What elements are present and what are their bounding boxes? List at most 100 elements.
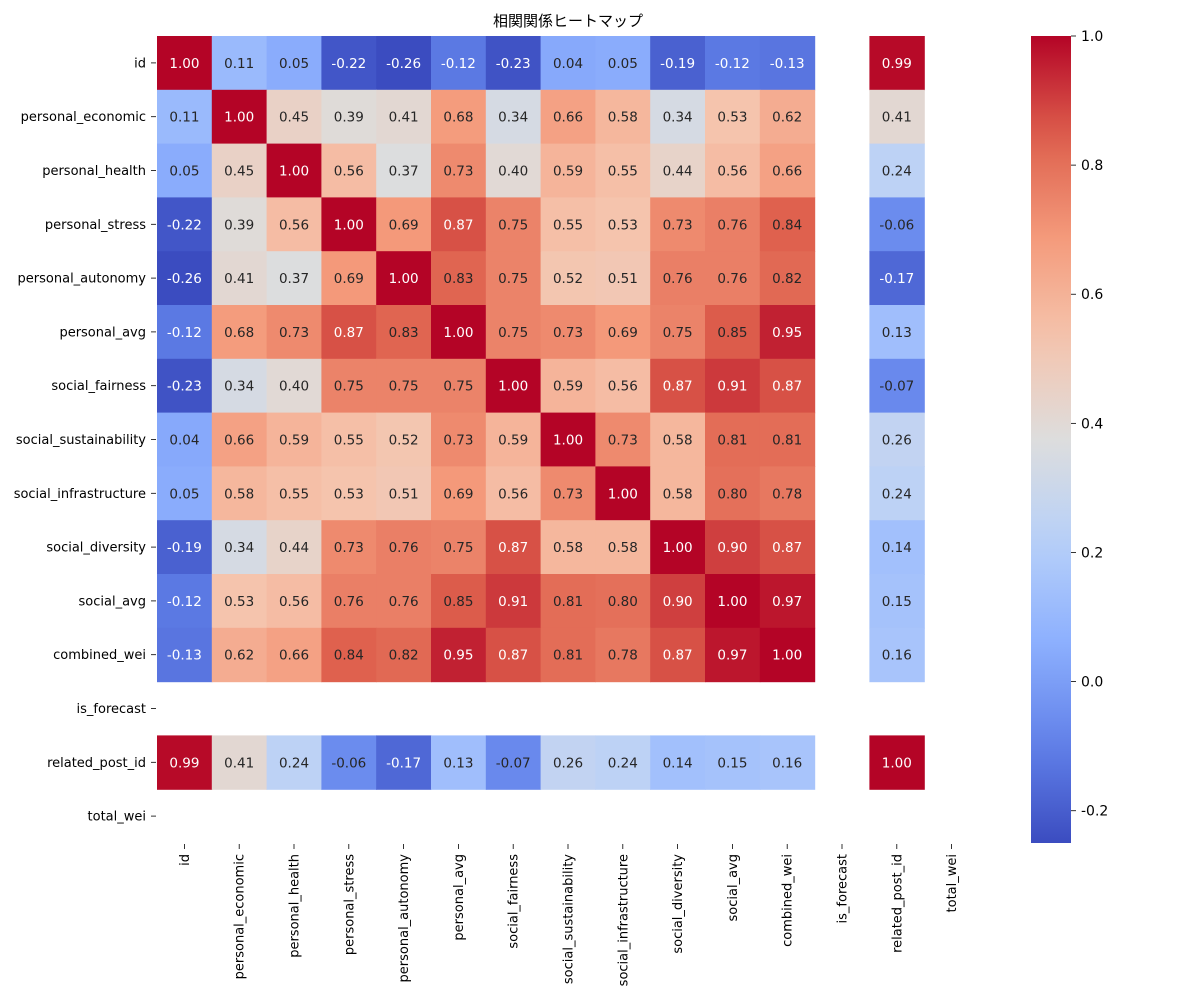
cell-value-label: 0.05: [169, 486, 199, 502]
row-label: combined_wei: [53, 648, 146, 663]
cell-value-label: 0.51: [389, 486, 419, 502]
heatmap-cell: [595, 466, 651, 521]
cell-value-label: 0.14: [882, 540, 912, 556]
column-label: combined_wei: [781, 854, 796, 947]
cell-value-label: 0.44: [663, 164, 693, 180]
heatmap-cell: [540, 358, 596, 414]
cell-value-label: 0.13: [882, 325, 912, 341]
heatmap-cell: [759, 143, 816, 198]
heatmap-cell: [869, 36, 925, 91]
cell-value-label: 0.80: [717, 486, 747, 502]
cell-value-label: 0.05: [608, 56, 638, 72]
cell-value-label: 0.58: [663, 433, 693, 449]
heatmap-cell: [759, 627, 816, 683]
heatmap-cell: [157, 574, 213, 629]
cell-value-label: -0.19: [167, 540, 202, 556]
cell-value-label: -0.13: [167, 648, 202, 664]
heatmap-cell: [540, 36, 596, 91]
cell-value-label: 1.00: [169, 56, 199, 72]
cell-value-label: 0.62: [772, 110, 802, 126]
cell-value-label: 0.56: [279, 594, 309, 610]
cell-value-label: 0.75: [663, 325, 693, 341]
heatmap-cell: [376, 358, 432, 414]
heatmap-cell: [485, 358, 542, 414]
heatmap-cell: [595, 197, 651, 252]
heatmap-cell: [485, 735, 542, 790]
heatmap-cell: [650, 412, 706, 467]
column-label: personal_autonomy: [397, 854, 412, 983]
cell-value-label: 0.99: [169, 755, 199, 771]
heatmap-cell: [869, 197, 925, 252]
heatmap-cell: [869, 627, 925, 683]
heatmap-cell: [321, 520, 377, 575]
heatmap-cell: [595, 305, 651, 360]
heatmap-cell: [376, 735, 432, 790]
heatmap-cell: [759, 305, 816, 360]
cell-value-label: 0.95: [443, 648, 473, 664]
cell-value-label: 0.40: [498, 164, 528, 180]
cell-value-label: 0.78: [608, 648, 638, 664]
heatmap-cell: [431, 466, 487, 521]
heatmap-cell: [650, 574, 706, 629]
heatmap-cell: [485, 197, 542, 252]
cell-value-label: 0.52: [389, 433, 419, 449]
heatmap-cell: [431, 36, 487, 91]
colorbar-gradient: [1031, 36, 1071, 843]
heatmap-cell: [650, 36, 706, 91]
cell-value-label: 0.85: [717, 325, 747, 341]
heatmap-cell: [759, 735, 816, 790]
heatmap-cell: [705, 412, 761, 467]
heatmap-cell: [869, 735, 925, 790]
cell-value-label: 1.00: [389, 271, 419, 287]
cell-value-label: 0.15: [882, 594, 912, 610]
heatmap-cell: [869, 574, 925, 629]
cell-value-label: -0.22: [331, 56, 366, 72]
heatmap-cell: [705, 466, 761, 521]
heatmap-cell: [321, 412, 377, 467]
cell-value-label: -0.26: [386, 56, 421, 72]
cell-value-label: 0.04: [553, 56, 583, 72]
heatmap-cell: [705, 251, 761, 306]
cell-value-label: 0.84: [334, 648, 364, 664]
heatmap-cell: [266, 251, 322, 306]
heatmap-cell: [485, 36, 542, 91]
cell-value-label: 0.66: [553, 110, 583, 126]
heatmap-cell: [595, 574, 651, 629]
cell-value-label: 0.81: [772, 433, 802, 449]
cell-value-label: 0.66: [772, 164, 802, 180]
heatmap-cell: [485, 305, 542, 360]
heatmap-cell: [211, 574, 268, 629]
cell-value-label: 0.53: [224, 594, 254, 610]
cell-value-label: 1.00: [334, 217, 364, 233]
cell-value-label: -0.22: [167, 217, 202, 233]
heatmap-cell: [321, 574, 377, 629]
cell-value-label: 0.41: [224, 755, 254, 771]
cell-value-label: 0.56: [717, 164, 747, 180]
heatmap-cell: [157, 251, 213, 306]
cell-value-label: 0.45: [279, 110, 309, 126]
heatmap-cell: [157, 143, 213, 198]
cell-value-label: 0.39: [224, 217, 254, 233]
cell-value-label: 0.85: [443, 594, 473, 610]
cell-value-label: 0.69: [389, 217, 419, 233]
heatmap-cell: [540, 305, 596, 360]
heatmap-cell: [211, 735, 268, 790]
heatmap-cell: [705, 735, 761, 790]
heatmap-cell: [157, 358, 213, 414]
heatmap-cell: [266, 305, 322, 360]
column-label: personal_economic: [233, 854, 248, 979]
cell-value-label: 0.82: [772, 271, 802, 287]
cell-value-label: 0.73: [663, 217, 693, 233]
heatmap-cell: [321, 627, 377, 683]
cell-value-label: 0.58: [608, 540, 638, 556]
heatmap-cell: [650, 143, 706, 198]
cell-value-label: 0.75: [334, 379, 364, 395]
heatmap-cell: [650, 358, 706, 414]
cell-value-label: 0.40: [279, 379, 309, 395]
cell-value-label: 0.39: [334, 110, 364, 126]
column-label: related_post_id: [890, 854, 905, 953]
cell-value-label: 0.41: [389, 110, 419, 126]
heatmap-cell: [157, 412, 213, 467]
cell-value-label: 0.80: [608, 594, 638, 610]
